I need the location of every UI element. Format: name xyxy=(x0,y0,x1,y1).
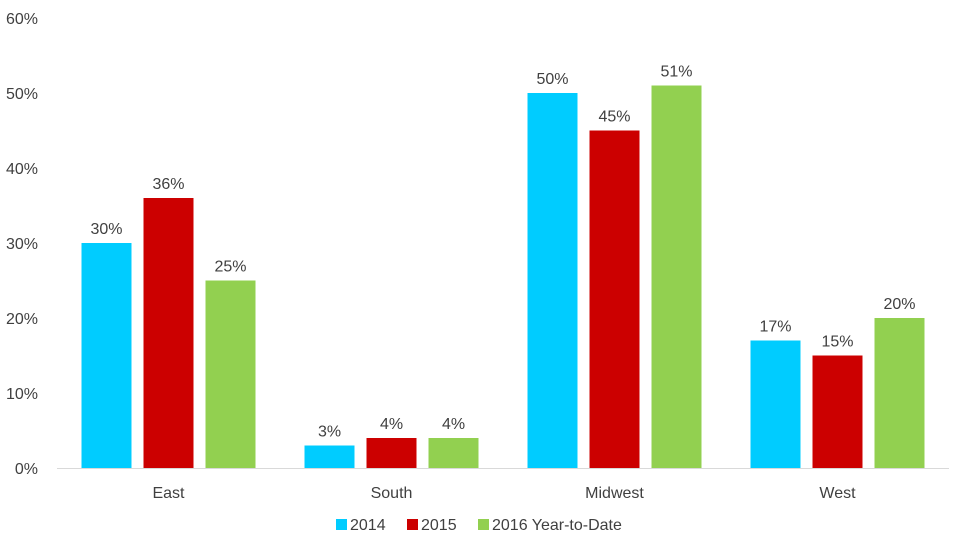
x-tick-label: West xyxy=(819,485,856,502)
data-label: 51% xyxy=(660,64,692,81)
data-label: 50% xyxy=(536,71,568,88)
y-tick-label: 0% xyxy=(15,461,38,478)
y-tick-label: 60% xyxy=(6,11,38,28)
x-axis: East South Midwest West xyxy=(152,485,856,502)
bar-south-2014 xyxy=(304,445,355,468)
legend-label: 2015 xyxy=(421,517,457,534)
data-label: 15% xyxy=(821,334,853,351)
x-tick-label: Midwest xyxy=(585,485,644,502)
y-tick-label: 10% xyxy=(6,386,38,403)
data-label: 4% xyxy=(380,416,403,433)
y-axis: 0% 10% 20% 30% 40% 50% 60% xyxy=(6,11,38,478)
data-label: 3% xyxy=(318,424,341,441)
bar-east-2016-year-to-date xyxy=(205,280,256,468)
data-label: 45% xyxy=(598,109,630,126)
x-tick-label: East xyxy=(152,485,185,502)
bar-west-2015 xyxy=(812,355,863,468)
bar-south-2015 xyxy=(366,438,417,468)
legend: 2014 2015 2016 Year-to-Date xyxy=(336,517,622,534)
data-label: 4% xyxy=(442,416,465,433)
bar-west-2016-year-to-date xyxy=(874,318,925,468)
bar-east-2014 xyxy=(81,243,132,468)
legend-swatch xyxy=(407,519,418,530)
y-tick-label: 50% xyxy=(6,86,38,103)
bar-midwest-2016-year-to-date xyxy=(651,85,702,468)
y-tick-label: 40% xyxy=(6,161,38,178)
bar-south-2016-year-to-date xyxy=(428,438,479,468)
data-label: 25% xyxy=(214,259,246,276)
bar-midwest-2015 xyxy=(589,130,640,468)
bar-west-2014 xyxy=(750,340,801,468)
data-label: 30% xyxy=(90,221,122,238)
bar-east-2015 xyxy=(143,198,194,468)
legend-label: 2014 xyxy=(350,517,386,534)
data-label: 36% xyxy=(152,176,184,193)
bar-midwest-2014 xyxy=(527,93,578,468)
y-tick-label: 30% xyxy=(6,236,38,253)
legend-label: 2016 Year-to-Date xyxy=(492,517,622,534)
data-label: 17% xyxy=(759,319,791,336)
data-label: 20% xyxy=(883,296,915,313)
bars-area: 30% 36% 25% 3% 4% 4% 50% 45% 51% 17% 15% 20% xyxy=(81,64,925,468)
y-tick-label: 20% xyxy=(6,311,38,328)
legend-swatch xyxy=(478,519,489,530)
legend-swatch xyxy=(336,519,347,530)
x-tick-label: South xyxy=(371,485,413,502)
